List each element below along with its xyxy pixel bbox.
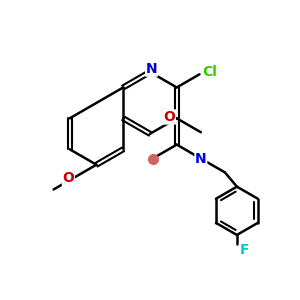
- Text: N: N: [195, 152, 207, 166]
- Text: O: O: [62, 172, 74, 185]
- Text: F: F: [239, 243, 249, 257]
- Text: Cl: Cl: [202, 65, 217, 79]
- Text: N: N: [146, 62, 157, 76]
- Text: O: O: [164, 110, 175, 124]
